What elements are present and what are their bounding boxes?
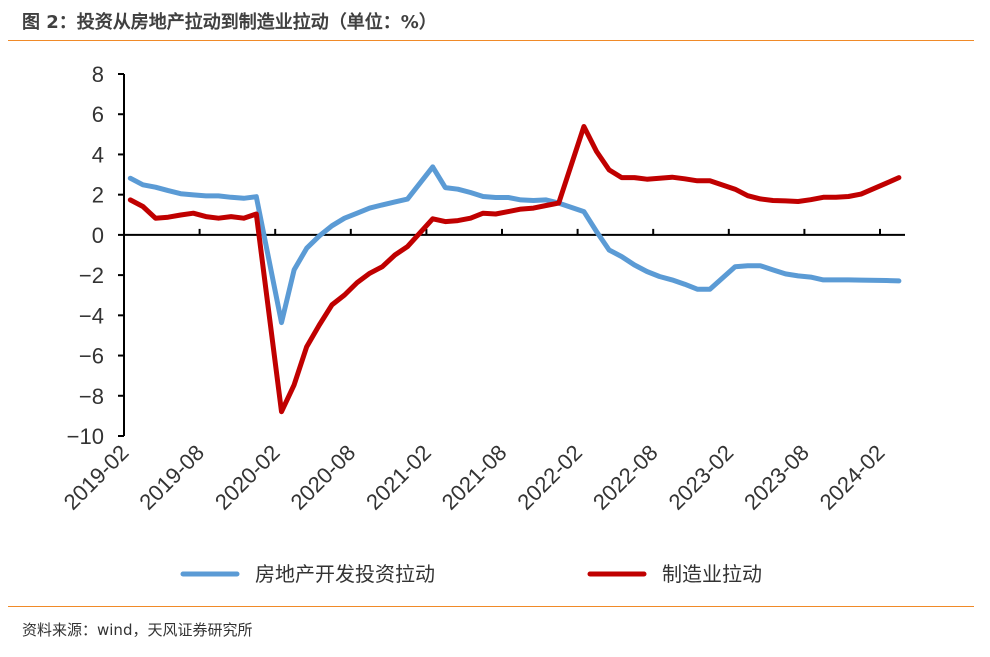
- y-tick-label: −6: [79, 344, 104, 369]
- x-tick-label: 2020-08: [286, 440, 361, 515]
- legend-label: 制造业拉动: [662, 562, 762, 586]
- y-tick-label: −8: [79, 384, 104, 409]
- figure-title: 图 2：投资从房地产拉动到制造业拉动（单位：%）: [22, 12, 437, 33]
- series-line-real-estate: [127, 164, 902, 326]
- title-rule: [8, 40, 974, 41]
- x-tick-label: 2019-02: [59, 440, 134, 515]
- y-tick-label: 8: [92, 62, 104, 87]
- x-tick-label: 2024-02: [815, 440, 890, 515]
- x-tick-label: 2020-02: [210, 440, 285, 515]
- y-tick-label: −2: [79, 263, 104, 288]
- x-tick-label: 2022-08: [588, 440, 663, 515]
- y-tick-label: 2: [92, 183, 104, 208]
- y-tick-label: −4: [79, 303, 104, 328]
- legend-label: 房地产开发投资拉动: [255, 562, 435, 586]
- y-tick-label: 6: [92, 102, 104, 127]
- x-tick-label: 2021-08: [437, 440, 512, 515]
- x-tick-label: 2022-02: [512, 440, 587, 515]
- source-rule: [8, 606, 974, 607]
- x-tick-label: 2021-02: [361, 440, 436, 515]
- x-tick-label: 2023-08: [739, 440, 814, 515]
- y-tick-label: −10: [67, 424, 104, 449]
- series-line-manufacturing: [127, 124, 902, 415]
- x-tick-label: 2019-08: [134, 440, 209, 515]
- x-tick-label: 2023-02: [664, 440, 739, 515]
- y-tick-label: 0: [92, 223, 104, 248]
- y-tick-label: 4: [92, 142, 104, 167]
- source-note: 资料来源：wind，天风证券研究所: [22, 621, 253, 639]
